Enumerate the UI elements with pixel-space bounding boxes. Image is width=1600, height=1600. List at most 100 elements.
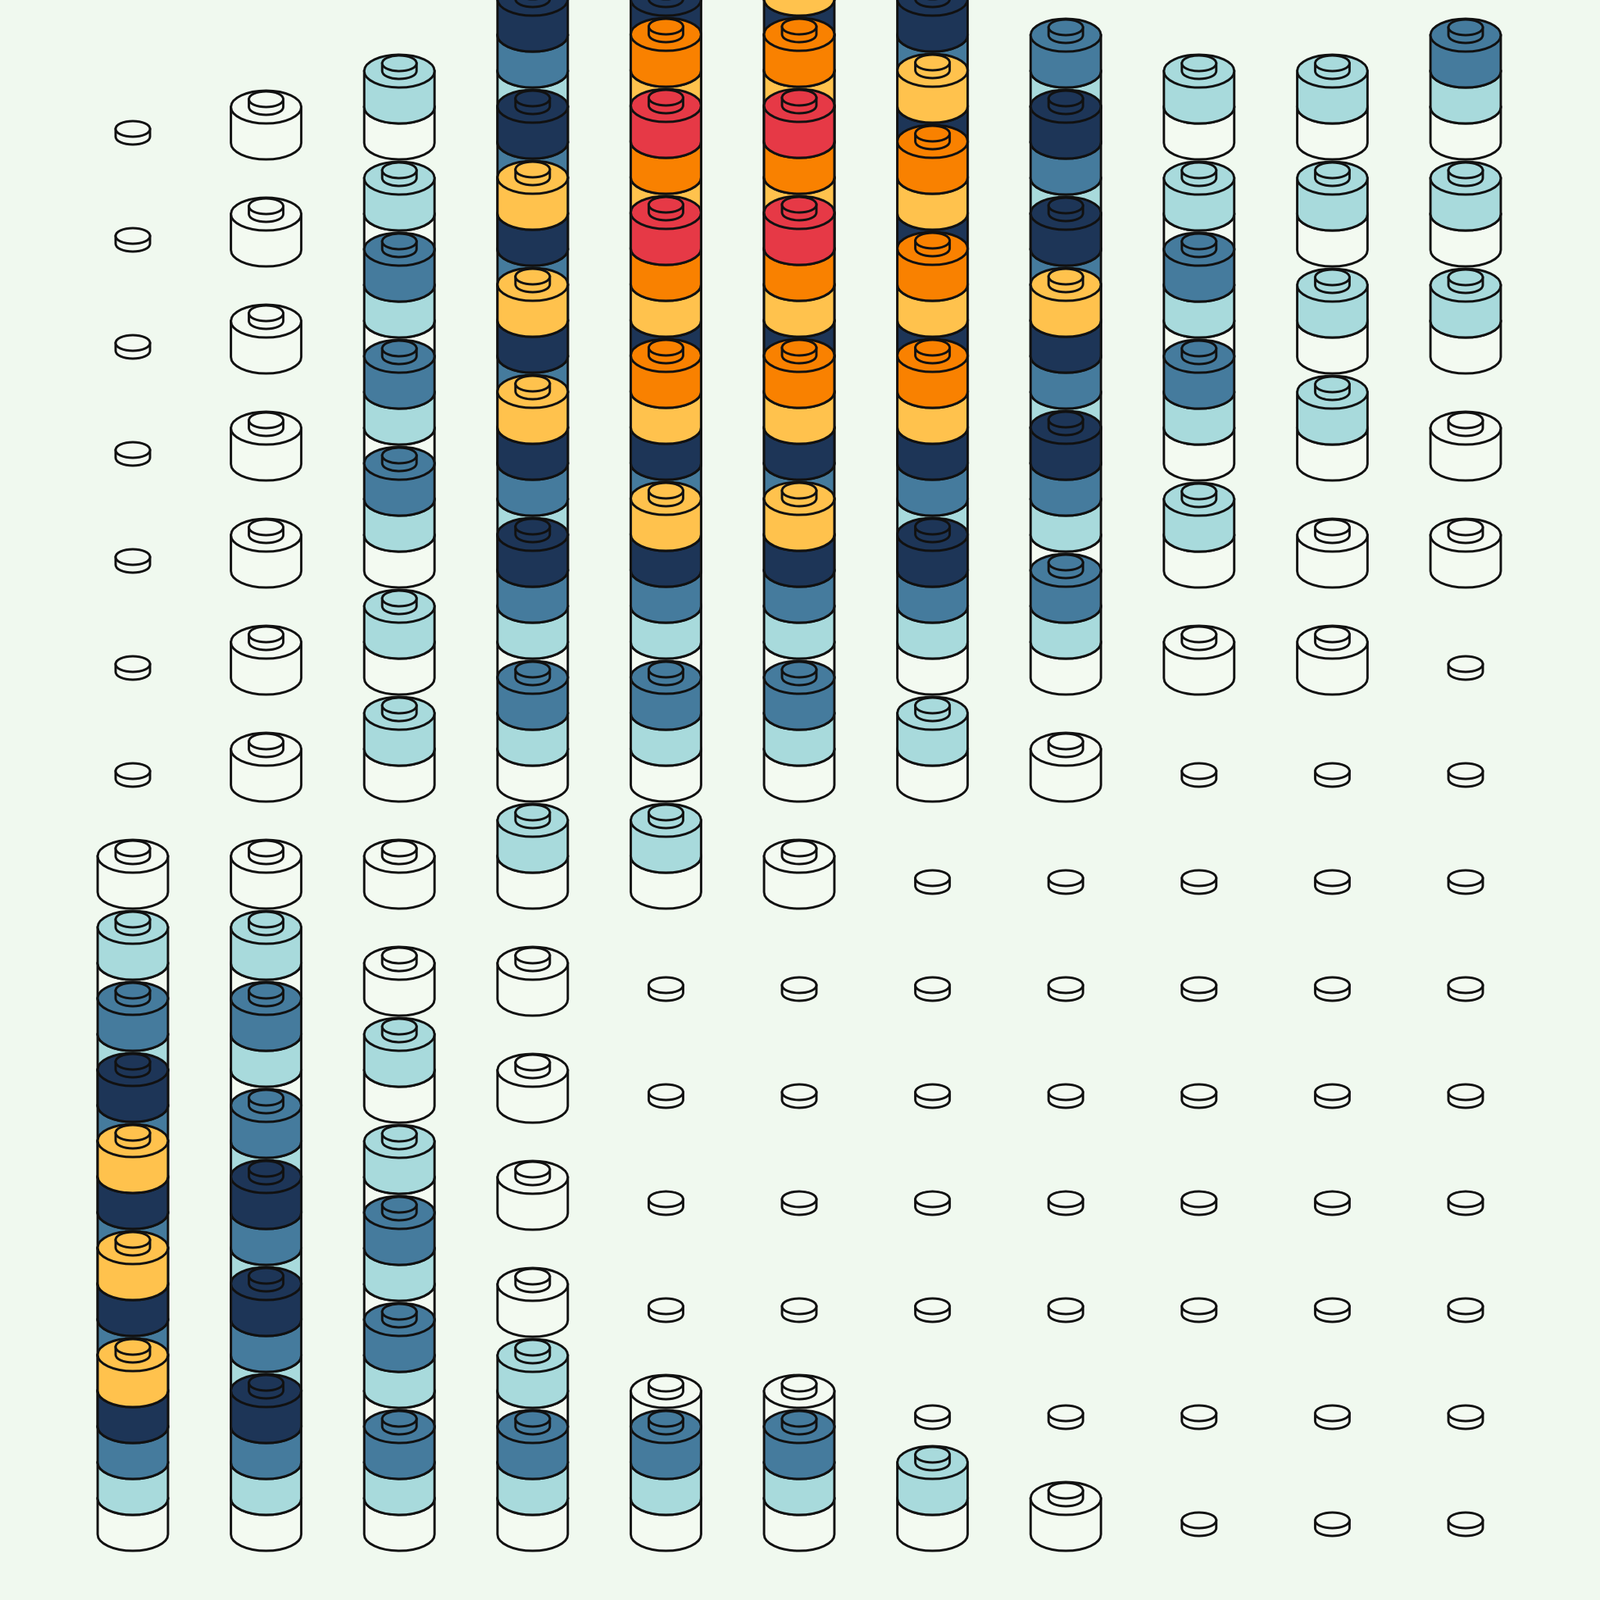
brick-stud-top	[648, 18, 683, 35]
brick-stack	[497, 1339, 568, 1444]
brick-top	[97, 1053, 168, 1086]
brick-stack	[364, 1125, 435, 1230]
brick-stack	[1430, 18, 1501, 160]
brick-stack	[648, 1191, 683, 1215]
brick-stack	[1296, 54, 1368, 160]
brick-stack	[764, 660, 835, 802]
brick-stack	[1030, 196, 1101, 374]
brick-stack	[1314, 1191, 1350, 1215]
brick-top	[1296, 375, 1368, 409]
brick-stud-top	[515, 90, 550, 107]
brick-stack	[97, 982, 168, 1123]
brick-stack	[1182, 763, 1217, 787]
brick-top	[364, 1017, 435, 1051]
brick-stack	[1030, 553, 1101, 695]
brick-top	[630, 196, 701, 230]
brick-stud-top	[1182, 55, 1217, 72]
brick-top	[1164, 161, 1235, 195]
brick-stack	[364, 1017, 435, 1123]
brick-stack	[915, 1191, 950, 1215]
brick-stack	[1164, 339, 1235, 481]
brick-top	[364, 696, 435, 730]
brick-stud-top	[1314, 1084, 1350, 1100]
brick-stack	[115, 121, 150, 145]
brick-top	[497, 518, 568, 552]
brick-stud-top	[782, 1191, 817, 1208]
brick-stud-top	[915, 1191, 950, 1208]
brick-stud-top	[915, 125, 950, 142]
brick-top	[364, 339, 435, 373]
brick-stack	[782, 1084, 817, 1108]
brick-stack	[1314, 1405, 1350, 1429]
brick-stack	[1296, 518, 1368, 588]
brick-stack	[497, 803, 568, 909]
brick-top	[497, 161, 568, 195]
brick-top	[497, 267, 568, 301]
brick-top	[630, 482, 701, 515]
brick-stack	[1448, 1512, 1483, 1536]
brick-stack	[97, 1338, 168, 1551]
brick-stud-top	[1314, 870, 1350, 886]
brick-stack	[630, 339, 701, 588]
brick-top	[231, 304, 302, 338]
brick-top	[97, 1338, 168, 1372]
brick-top	[897, 1446, 968, 1479]
brick-stud-top	[648, 661, 683, 678]
brick-stud-top	[515, 1410, 550, 1427]
brick-stud-top	[515, 1161, 550, 1178]
brick-stud-top	[1448, 269, 1483, 286]
brick-top	[231, 732, 302, 766]
brick-stud-top	[915, 1084, 950, 1100]
brick-stud-top	[1314, 977, 1350, 993]
brick-stud-side	[515, 0, 550, 8]
brick-stud-top	[648, 482, 683, 499]
brick-stud-top	[782, 661, 817, 678]
brick-stud-top	[115, 1053, 150, 1070]
brick-top	[364, 161, 435, 195]
brick-stud-top	[515, 661, 550, 678]
brick-top	[497, 160, 568, 194]
brick-top	[630, 18, 701, 52]
brick-stud-top	[782, 482, 817, 499]
brick-stud-top	[1314, 763, 1350, 779]
brick-stack	[1296, 625, 1368, 695]
brick-stud-top	[115, 656, 150, 672]
brick-stack	[630, 660, 701, 802]
brick-stud-top	[115, 1339, 150, 1355]
brick-stud-top	[1448, 162, 1483, 179]
brick-stack	[648, 1298, 683, 1322]
brick-stack	[897, 0, 968, 160]
brick-stud-top	[249, 1375, 284, 1391]
brick-top	[630, 196, 701, 229]
brick-stud-top	[382, 340, 417, 357]
brick-top	[231, 982, 302, 1015]
brick-top	[764, 17, 835, 51]
brick-stud-top	[1448, 1405, 1483, 1422]
brick-top	[97, 910, 168, 944]
brick-stud-top	[1314, 1405, 1350, 1422]
brick-stack	[497, 660, 568, 802]
brick-stud-top	[648, 1191, 683, 1208]
brick-stud-top	[1048, 19, 1083, 36]
brick-stud-top	[1048, 1084, 1083, 1100]
brick-stud-top	[1448, 519, 1483, 536]
brick-stud-top	[782, 339, 817, 356]
brick-stud-top	[915, 232, 950, 249]
brick-stud-top	[915, 339, 950, 356]
brick-stack	[231, 910, 302, 1016]
brick-stud-top	[515, 375, 550, 392]
chart-root	[0, 0, 1600, 1600]
brick-stack	[630, 0, 701, 160]
brick-stack	[115, 442, 150, 466]
brick-top	[630, 0, 701, 16]
brick-stack	[97, 1124, 168, 1337]
brick-top	[364, 839, 435, 873]
brick-top	[231, 625, 302, 659]
brick-stud-top	[915, 870, 950, 886]
brick-top	[1164, 482, 1235, 516]
brick-top	[1296, 161, 1368, 195]
brick-stack	[497, 0, 568, 160]
brick-top	[897, 339, 968, 373]
brick-stack	[764, 839, 835, 909]
brick-top	[764, 196, 835, 230]
